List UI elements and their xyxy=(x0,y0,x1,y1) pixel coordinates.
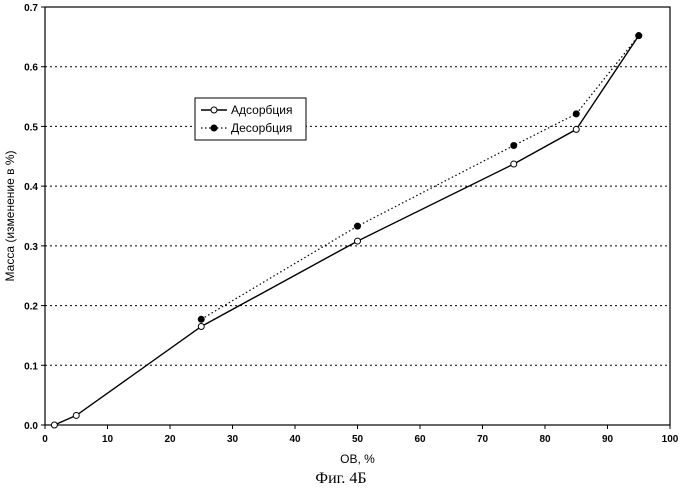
x-tick-label: 80 xyxy=(539,434,551,445)
x-axis-label: ОВ, % xyxy=(340,452,375,466)
data-point xyxy=(198,316,204,322)
data-point xyxy=(198,323,204,329)
x-tick-label: 60 xyxy=(414,434,426,445)
x-tick-label: 10 xyxy=(102,434,114,445)
data-point xyxy=(636,33,642,39)
x-tick-label: 30 xyxy=(227,434,239,445)
series xyxy=(51,33,641,428)
x-tick-label: 0 xyxy=(42,434,48,445)
series-2 xyxy=(198,33,642,323)
tick-labels: 0.0 0.1 0.2 0.3 0.4 0.5 0.6 0.7 0 10 20 30 40 50 60 70 8… xyxy=(24,3,679,445)
series-line xyxy=(54,36,638,425)
series-1 xyxy=(51,33,641,428)
x-tick-label: 90 xyxy=(602,434,614,445)
y-tick-label: 0.6 xyxy=(24,63,38,74)
series-line xyxy=(201,36,639,320)
x-tick-label: 100 xyxy=(662,434,679,445)
data-point xyxy=(573,111,579,117)
y-tick-label: 0.1 xyxy=(24,361,38,372)
y-axis-label: Масса (изменение в %) xyxy=(3,151,17,282)
y-tick-label: 0.2 xyxy=(24,302,38,313)
legend-marker xyxy=(211,125,217,131)
x-tick-label: 70 xyxy=(477,434,489,445)
y-tick-label: 0.3 xyxy=(24,242,38,253)
data-point xyxy=(73,412,79,418)
plot-frame xyxy=(45,7,670,425)
x-tick-label: 50 xyxy=(352,434,364,445)
data-point xyxy=(51,422,57,428)
data-point xyxy=(355,238,361,244)
x-tick-label: 20 xyxy=(164,434,176,445)
figure-caption: Фиг. 4Б xyxy=(0,470,682,488)
x-tick-label: 40 xyxy=(289,434,301,445)
data-point xyxy=(573,126,579,132)
chart-canvas: 0.0 0.1 0.2 0.3 0.4 0.5 0.6 0.7 0 10 20 30 40 50 60 70 8… xyxy=(0,0,682,470)
data-point xyxy=(511,143,517,149)
grid-lines xyxy=(45,7,670,365)
data-point xyxy=(355,223,361,229)
legend: Адсорбция Десорбция xyxy=(195,98,306,140)
legend-marker xyxy=(211,107,217,113)
y-tick-label: 0.7 xyxy=(24,3,38,14)
y-tick-label: 0.5 xyxy=(24,122,38,133)
y-tick-label: 0.4 xyxy=(24,182,38,193)
y-tick-label: 0.0 xyxy=(24,421,38,432)
legend-label: Десорбция xyxy=(231,121,292,135)
data-point xyxy=(511,161,517,167)
legend-label: Адсорбция xyxy=(231,103,292,117)
